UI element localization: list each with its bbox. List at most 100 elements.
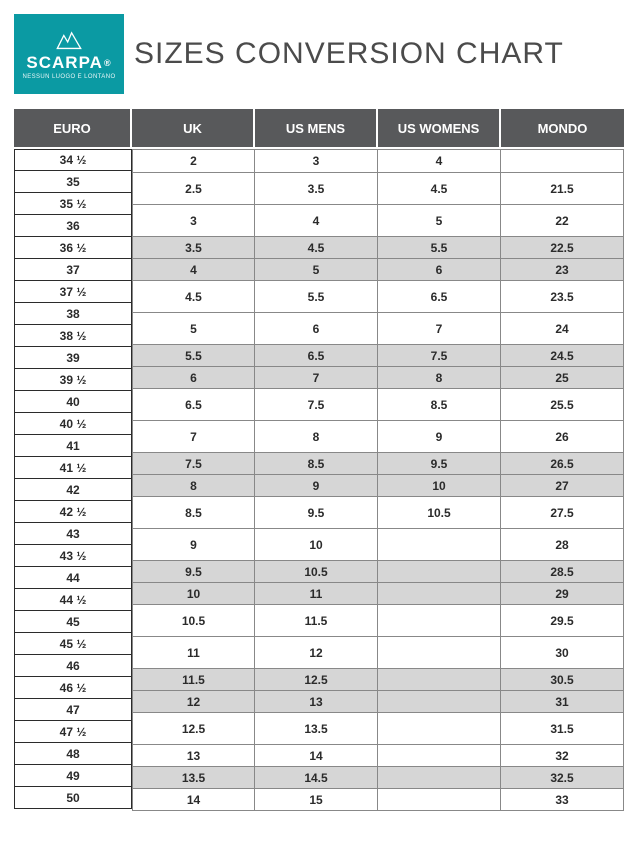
data-cell: 24 [501, 313, 624, 345]
data-cell: 28.5 [501, 561, 624, 583]
header-mondo: MONDO [501, 109, 624, 147]
data-cell [378, 789, 501, 811]
euro-cell: 39 ½ [14, 369, 132, 391]
euro-cell: 50 [14, 787, 132, 809]
size-chart: EURO 34 ½3535 ½3636 ½3737 ½3838 ½3939 ½4… [14, 108, 630, 811]
data-cell: 22.5 [501, 237, 624, 259]
data-cell: 8 [255, 421, 378, 453]
data-cell [378, 529, 501, 561]
data-cell: 13.5 [132, 767, 255, 789]
euro-cell: 47 ½ [14, 721, 132, 743]
euro-cell: 35 ½ [14, 193, 132, 215]
data-cell: 7.5 [378, 345, 501, 367]
page-title: SIZES CONVERSION CHART [134, 37, 564, 71]
data-cell: 6 [132, 367, 255, 389]
euro-cell: 42 [14, 479, 132, 501]
data-cell: 2 [132, 149, 255, 173]
data-cell: 31 [501, 691, 624, 713]
reg-mark: ® [104, 58, 112, 68]
data-cell: 29 [501, 583, 624, 605]
data-cell: 3.5 [255, 173, 378, 205]
data-cell: 5 [378, 205, 501, 237]
data-cell [378, 767, 501, 789]
euro-cell: 34 ½ [14, 149, 132, 171]
data-cell: 14 [132, 789, 255, 811]
euro-cell: 43 [14, 523, 132, 545]
data-cell: 5.5 [378, 237, 501, 259]
euro-cell: 48 [14, 743, 132, 765]
euro-cell: 45 [14, 611, 132, 633]
euro-cell: 36 ½ [14, 237, 132, 259]
data-cell: 5.5 [132, 345, 255, 367]
brand-tagline: NESSUN LUOGO È LONTANO [22, 74, 115, 80]
data-cell: 33 [501, 789, 624, 811]
data-cell: 11.5 [132, 669, 255, 691]
data-cell: 3 [255, 149, 378, 173]
euro-cell: 40 [14, 391, 132, 413]
column-us-mens: US MENS 33.544.555.566.577.588.599.51010… [255, 109, 378, 811]
data-cell [378, 561, 501, 583]
data-cell: 7.5 [255, 389, 378, 421]
data-cell: 11.5 [255, 605, 378, 637]
euro-cell: 49 [14, 765, 132, 787]
column-mondo: MONDO 21.52222.52323.52424.52525.52626.5… [501, 109, 624, 811]
data-cell: 12.5 [255, 669, 378, 691]
data-cell: 22 [501, 205, 624, 237]
data-cell: 12 [132, 691, 255, 713]
data-cell: 25.5 [501, 389, 624, 421]
data-cell: 7.5 [132, 453, 255, 475]
brand-name: SCARPA® [26, 53, 111, 73]
data-cell: 10 [255, 529, 378, 561]
data-cell: 9 [132, 529, 255, 561]
euro-cell: 42 ½ [14, 501, 132, 523]
data-cell: 8 [132, 475, 255, 497]
data-cell: 23.5 [501, 281, 624, 313]
data-cell: 8.5 [255, 453, 378, 475]
data-cell: 10 [378, 475, 501, 497]
brand-logo: SCARPA® NESSUN LUOGO È LONTANO [14, 14, 124, 94]
data-cell: 13 [132, 745, 255, 767]
data-cell: 26.5 [501, 453, 624, 475]
data-cell: 14 [255, 745, 378, 767]
data-cell: 5.5 [255, 281, 378, 313]
data-cell [378, 637, 501, 669]
data-cell [378, 583, 501, 605]
data-cell [378, 691, 501, 713]
data-cell: 6.5 [378, 281, 501, 313]
data-cell [501, 149, 624, 173]
data-cell: 7 [378, 313, 501, 345]
data-cell: 6 [255, 313, 378, 345]
euro-cell: 44 ½ [14, 589, 132, 611]
data-cell: 10.5 [132, 605, 255, 637]
data-cell: 32.5 [501, 767, 624, 789]
data-cell: 9 [378, 421, 501, 453]
data-cell: 14.5 [255, 767, 378, 789]
euro-cell: 46 ½ [14, 677, 132, 699]
data-cell: 4 [255, 205, 378, 237]
data-cell: 31.5 [501, 713, 624, 745]
data-cell: 6.5 [255, 345, 378, 367]
euro-cell: 45 ½ [14, 633, 132, 655]
euro-cell: 40 ½ [14, 413, 132, 435]
data-cell: 6 [378, 259, 501, 281]
data-cell: 30.5 [501, 669, 624, 691]
mountain-icon [56, 29, 82, 51]
data-cell: 4.5 [132, 281, 255, 313]
data-cell [378, 745, 501, 767]
header-us-mens: US MENS [255, 109, 378, 147]
euro-cell: 37 [14, 259, 132, 281]
euro-cell: 41 [14, 435, 132, 457]
data-cell: 7 [132, 421, 255, 453]
data-cell: 5 [255, 259, 378, 281]
data-cell: 11 [132, 637, 255, 669]
euro-cell: 39 [14, 347, 132, 369]
data-cell: 2.5 [132, 173, 255, 205]
column-uk: UK 22.533.544.555.566.577.588.599.51010.… [132, 109, 255, 811]
header-us-womens: US WOMENS [378, 109, 501, 147]
data-cell: 15 [255, 789, 378, 811]
euro-cell: 43 ½ [14, 545, 132, 567]
data-cell: 11 [255, 583, 378, 605]
data-cell: 12 [255, 637, 378, 669]
data-cell: 23 [501, 259, 624, 281]
data-cell: 9.5 [132, 561, 255, 583]
